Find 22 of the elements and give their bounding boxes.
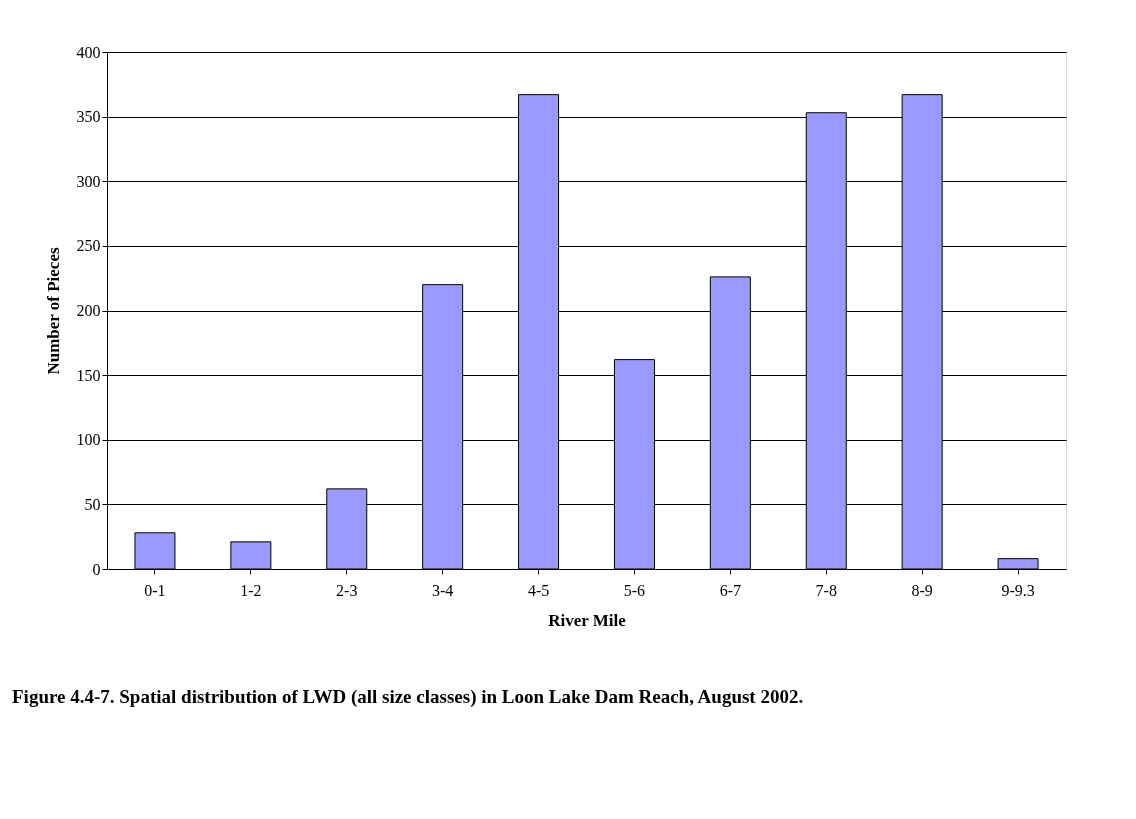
x-tick-label: 3-4 (431, 581, 454, 599)
y-tick-label: 150 (76, 366, 101, 384)
x-tick-label: 7-8 (815, 581, 837, 599)
x-tick-label: 4-5 (527, 581, 550, 599)
x-tick-label: 8-9 (911, 581, 933, 599)
y-tick-label: 0 (92, 560, 101, 578)
x-tick-label: 9-9.3 (1001, 581, 1035, 599)
y-tick-label: 200 (76, 302, 101, 319)
y-tick-label: 300 (76, 172, 101, 190)
x-axis-title: River Mile (548, 610, 627, 630)
x-tick-label: 6-7 (719, 581, 742, 599)
x-tick-label: 2-3 (336, 581, 358, 599)
x-tick-label: 1-2 (240, 581, 262, 599)
caption: Figure 4.4-7. Spatial distribution of LWD (all size classes) in Loon Lake Dam Reach, August 2002. (12, 686, 804, 708)
x-tick-label: 0-1 (144, 581, 166, 599)
y-tick-label: 400 (76, 43, 101, 61)
y-axis-title: Number of Pieces (43, 247, 63, 375)
y-tick-label: 350 (76, 108, 101, 126)
y-tick-label: 50 (84, 495, 101, 513)
x-tick-label: 5-6 (623, 581, 646, 599)
y-tick-label: 100 (76, 431, 101, 449)
y-tick-label: 250 (76, 237, 101, 255)
